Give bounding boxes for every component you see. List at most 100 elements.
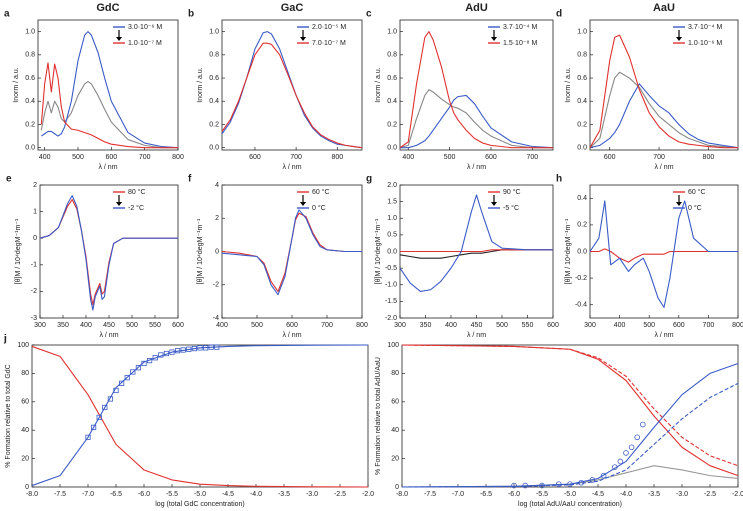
data-point [567,481,573,487]
x-tick-label: -3.0 [676,491,688,498]
data-point [130,369,136,375]
y-axis-label: Inorm / a.u. [565,67,572,102]
y-tick-label: 40 [21,427,29,434]
x-tick-label: 400 [402,154,414,161]
data-point [628,444,635,451]
x-tick-label: 400 [614,322,626,329]
x-tick-label: 300 [394,322,406,329]
y-axis-label: [θ]M / 10⁴degM⁻¹m⁻¹ [565,218,572,284]
x-tick-label: 500 [496,322,508,329]
x-axis-label: λ / nm [99,332,118,339]
data-point [611,464,618,470]
data-line [400,94,554,149]
legend-arrow-head [491,202,497,206]
data-line [39,199,178,306]
x-tick-label: 500 [444,154,456,161]
x-tick-label: 600 [604,154,616,161]
data-line [399,31,553,149]
panel-letter: b [188,9,194,20]
legend-label: 3.7·10⁻⁴ M [688,24,722,31]
x-tick-label: 450 [471,322,483,329]
data-line [401,344,739,467]
panel-title: GaC [281,2,304,14]
x-tick-label: 600 [105,154,117,161]
data-line [40,80,178,149]
y-tick-label: -1 [31,262,37,269]
data-point [511,482,517,489]
y-tick-label: 0.0 [577,145,587,152]
y-tick-label: 0.4 [387,98,397,105]
y-tick-label: 0.0 [209,145,219,152]
x-tick-label: -2.0 [732,491,743,498]
y-tick-label: 0.8 [387,52,397,59]
data-line [401,382,739,488]
y-tick-label: -3 [31,315,37,322]
data-point [186,346,192,352]
y-tick-label: 80 [21,370,29,377]
data-point [180,347,186,353]
x-tick-label: -8.0 [396,491,408,498]
data-point [113,387,119,394]
y-tick-label: 0.2 [387,121,397,128]
data-point [141,360,147,367]
x-axis-label: λ / nm [282,332,301,339]
data-line [589,34,738,149]
x-tick-label: -4.0 [250,491,262,498]
y-tick-label: 1.0 [387,28,397,35]
x-tick-label: -7.5 [424,491,436,498]
x-tick-label: -3.0 [306,491,318,498]
data-line [221,212,362,292]
legend-arrow-head [676,37,682,41]
data-point [522,482,528,489]
y-tick-label: -0.5 [385,265,397,272]
data-point [152,355,158,361]
plot-frame [401,344,739,488]
panel-letter: g [366,174,372,185]
x-tick-label: 600 [172,322,184,329]
data-point [119,380,125,386]
x-axis-label: λ / nm [654,164,673,171]
legend-label: 7.0·10⁻⁷ M [312,40,346,47]
legend-label: 3.7·10⁻⁴ M [503,24,537,31]
data-point [191,345,197,352]
y-tick-label: -1.5 [385,298,397,305]
x-tick-label: -6.0 [138,491,150,498]
panel-title: AdU [465,2,488,14]
x-axis-label: λ / nm [98,164,117,171]
y-tick-label: 0.2 [209,121,219,128]
data-line [589,200,738,308]
data-point [578,479,584,486]
panel-letter: d [556,9,562,20]
data-point [600,472,607,479]
x-tick-label: 800 [356,322,368,329]
x-tick-label: 500 [251,322,263,329]
x-tick-label: 600 [673,322,685,329]
y-axis-label: % Formation relative to total GdC [5,364,12,468]
data-point [158,352,164,358]
legend-label: 0 °C [688,204,702,212]
legend-label: 90 °C [503,188,521,196]
x-tick-label: -5.5 [536,491,548,498]
data-point [617,458,624,465]
y-tick-label: 1.0 [577,28,587,35]
y-axis-label: Inorm / a.u. [13,67,20,102]
legend-label: 0 °C [312,204,326,212]
x-tick-label: 600 [249,154,261,161]
y-tick-label: 0.8 [209,52,219,59]
panel-letter: j [3,334,7,345]
y-axis-label: [θ]M / 10⁴degM⁻¹m⁻¹ [15,218,22,284]
y-tick-label: 80 [391,370,399,377]
y-tick-label: 0.6 [209,75,219,82]
y-tick-label: -2.0 [385,315,397,322]
y-tick-label: 20 [391,455,399,462]
data-point [96,414,102,421]
x-tick-label: 700 [653,154,665,161]
y-tick-label: -2 [213,282,219,289]
data-line [31,345,369,488]
data-point [214,344,220,350]
panel-letter: a [4,9,10,20]
y-axis-label: Inorm / a.u. [197,67,204,102]
x-tick-label: -5.0 [194,491,206,498]
x-tick-label: 700 [703,322,715,329]
